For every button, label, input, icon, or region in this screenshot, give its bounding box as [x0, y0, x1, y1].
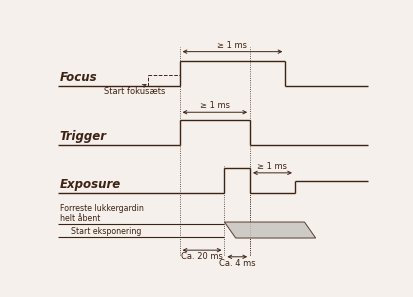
Text: Ca. 4 ms: Ca. 4 ms [219, 259, 256, 268]
Text: Ca. 20 ms: Ca. 20 ms [181, 252, 223, 261]
Text: Start fokusæts: Start fokusæts [104, 87, 166, 96]
Text: Start eksponering: Start eksponering [71, 227, 141, 236]
Text: Exposure: Exposure [59, 178, 121, 191]
Text: Focus: Focus [59, 71, 97, 84]
Text: ≥ 1 ms: ≥ 1 ms [257, 162, 287, 171]
Text: Forreste lukkergardin
helt åbent: Forreste lukkergardin helt åbent [59, 204, 143, 223]
Text: ≥ 1 ms: ≥ 1 ms [218, 41, 247, 50]
Text: ≥ 1 ms: ≥ 1 ms [200, 101, 230, 110]
Polygon shape [225, 222, 316, 238]
Text: Trigger: Trigger [59, 130, 107, 143]
